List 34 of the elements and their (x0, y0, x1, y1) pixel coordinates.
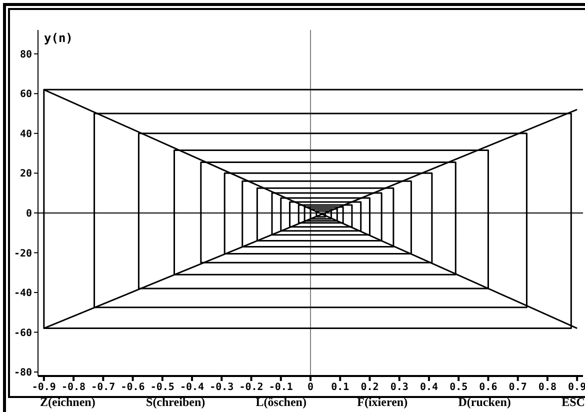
x-tick-label: -0.8 (61, 382, 86, 394)
text: D(rucken) (458, 395, 511, 410)
x-tick-label: -0.5 (150, 382, 174, 394)
y-tick-label: -40 (14, 288, 32, 300)
x-tick-label: 0.1 (331, 382, 350, 394)
x-tick-label: 0 (307, 382, 314, 394)
y-tick-label: 40 (20, 128, 32, 140)
text: Z(eichnen) (40, 395, 96, 410)
x-tick-label: -0.3 (210, 382, 234, 394)
y-tick-label: -20 (14, 248, 32, 260)
x-tick-label: -0.1 (268, 382, 293, 394)
y-tick-label: -60 (14, 328, 32, 339)
y-tick-label: 60 (20, 89, 32, 100)
x-tick-label: -0.9 (32, 382, 56, 394)
y-tick-label: 0 (26, 208, 32, 220)
text: F(ixieren) (357, 395, 408, 410)
text: L(öschen) (256, 395, 306, 410)
x-tick-label: 0.5 (450, 382, 468, 394)
x-tick-label: 0.4 (420, 382, 438, 394)
y-tick-label: 20 (20, 168, 32, 180)
text: ESC (562, 395, 585, 410)
x-tick-label: 0.3 (390, 382, 408, 394)
x-tick-label: -0.6 (120, 382, 145, 394)
x-tick-label: 0.7 (508, 382, 527, 394)
x-tick-label: 0.8 (538, 382, 556, 394)
x-tick-label: -0.4 (180, 382, 204, 394)
x-tick-label: 0.6 (479, 382, 498, 394)
text: S(chreiben) (146, 395, 206, 410)
y-tick-label: -80 (14, 368, 32, 379)
y-axis-title: y(n) (44, 31, 73, 45)
x-tick-label: -0.2 (239, 382, 264, 394)
x-tick-label: -0.7 (91, 382, 116, 394)
y-tick-label: 80 (20, 49, 32, 60)
x-tick-label: 0.2 (360, 382, 379, 394)
